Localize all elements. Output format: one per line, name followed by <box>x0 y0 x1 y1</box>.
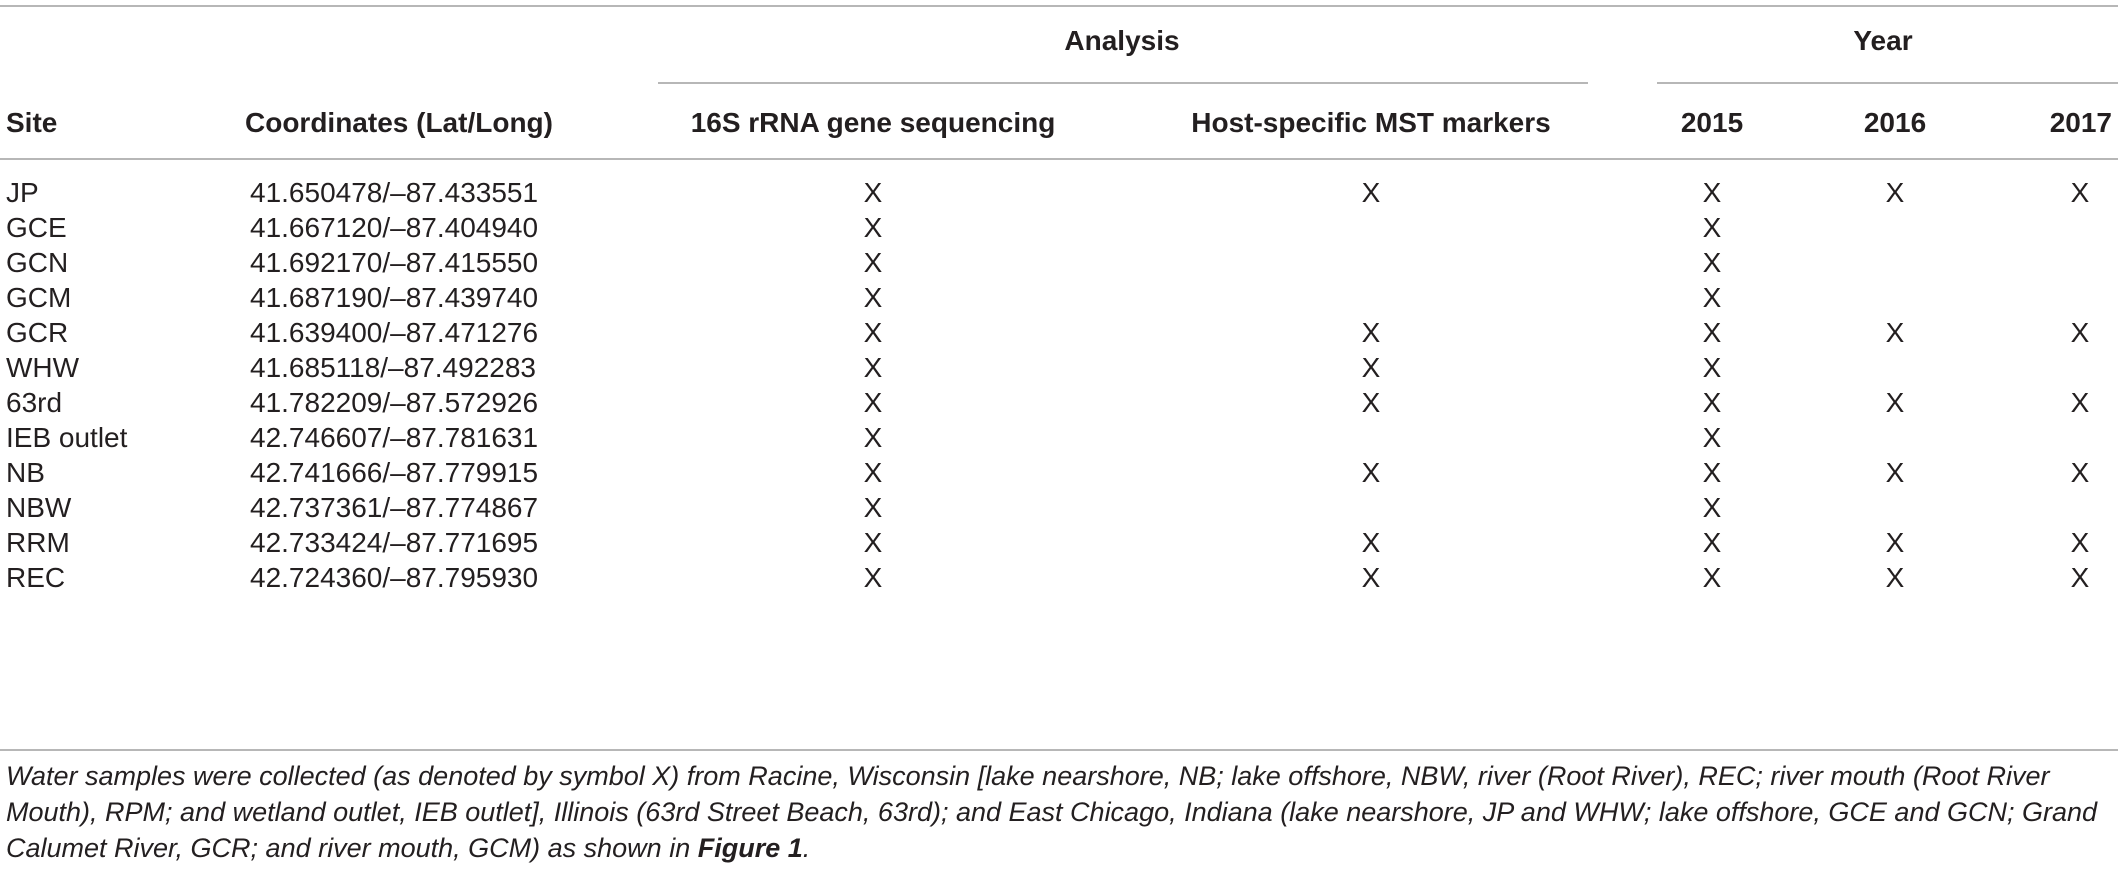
cell-16s-sequencing: X <box>863 212 883 243</box>
cell-site: REC <box>6 562 66 593</box>
cell-2017: X <box>2070 457 2090 488</box>
cell-2017: X <box>2070 527 2090 558</box>
cell-16s-sequencing: X <box>863 562 883 593</box>
cell-site: JP <box>6 177 39 208</box>
col-header-2016: 2016 <box>1863 107 1927 138</box>
cell-site: GCN <box>6 247 69 278</box>
cell-mst-markers: X <box>1361 177 1381 208</box>
cell-mst-markers: X <box>1361 527 1381 558</box>
cell-site: GCM <box>6 282 72 313</box>
cell-coordinates: 41.782209/–87.572926 <box>250 387 539 418</box>
cell-2015: X <box>1702 317 1722 348</box>
cell-16s-sequencing: X <box>863 352 883 383</box>
cell-2015: X <box>1702 282 1722 313</box>
col-header-16s-sequencing: 16S rRNA gene sequencing <box>690 107 1056 138</box>
cell-16s-sequencing: X <box>863 177 883 208</box>
year-group-rule <box>1657 82 2118 84</box>
cell-2015: X <box>1702 352 1722 383</box>
cell-2015: X <box>1702 492 1722 523</box>
cell-mst-markers: X <box>1361 387 1381 418</box>
cell-2016: X <box>1885 177 1905 208</box>
year-group-header: Year <box>1853 25 1913 56</box>
cell-2015: X <box>1702 212 1722 243</box>
header-bottom-rule <box>0 158 2118 160</box>
footnote-end: . <box>802 833 811 863</box>
col-header-site: Site <box>6 107 58 138</box>
cell-site: 63rd <box>6 387 63 418</box>
cell-coordinates: 41.639400/–87.471276 <box>250 317 539 348</box>
cell-16s-sequencing: X <box>863 457 883 488</box>
cell-site: RRM <box>6 527 70 558</box>
cell-2016: X <box>1885 527 1905 558</box>
cell-2016: X <box>1885 317 1905 348</box>
cell-site: NB <box>6 457 45 488</box>
cell-2017: X <box>2070 317 2090 348</box>
cell-2015: X <box>1702 422 1722 453</box>
footnote-text: Water samples were collected (as denoted… <box>6 761 2098 863</box>
col-header-mst-markers: Host-specific MST markers <box>1191 107 1551 138</box>
cell-16s-sequencing: X <box>863 527 883 558</box>
cell-16s-sequencing: X <box>863 387 883 418</box>
table-footnote: Water samples were collected (as denoted… <box>6 758 2114 866</box>
cell-site: NBW <box>6 492 72 523</box>
cell-2017: X <box>2070 562 2090 593</box>
analysis-group-header: Analysis <box>1064 25 1180 56</box>
cell-site: GCR <box>6 317 69 348</box>
table-bottom-rule <box>0 749 2118 751</box>
cell-2015: X <box>1702 387 1722 418</box>
cell-coordinates: 42.733424/–87.771695 <box>250 527 539 558</box>
cell-2016: X <box>1885 457 1905 488</box>
analysis-group-rule <box>658 82 1588 84</box>
cell-16s-sequencing: X <box>863 422 883 453</box>
col-header-2015: 2015 <box>1680 107 1744 138</box>
cell-2016: X <box>1885 387 1905 418</box>
cell-2017: X <box>2070 177 2090 208</box>
cell-16s-sequencing: X <box>863 317 883 348</box>
figure-reference: Figure 1 <box>697 833 803 863</box>
cell-coordinates: 41.650478/–87.433551 <box>250 177 539 208</box>
cell-site: IEB outlet <box>6 422 128 453</box>
cell-coordinates: 42.724360/–87.795930 <box>250 562 539 593</box>
cell-mst-markers: X <box>1361 562 1381 593</box>
col-header-2017: 2017 <box>2049 107 2112 138</box>
cell-2015: X <box>1702 527 1722 558</box>
cell-mst-markers: X <box>1361 352 1381 383</box>
cell-2015: X <box>1702 247 1722 278</box>
cell-mst-markers: X <box>1361 457 1381 488</box>
cell-mst-markers: X <box>1361 317 1381 348</box>
cell-coordinates: 42.741666/–87.779915 <box>250 457 539 488</box>
cell-coordinates: 41.685118/–87.492283 <box>250 352 536 383</box>
cell-site: GCE <box>6 212 67 243</box>
top-rule <box>0 5 2118 7</box>
cell-coordinates: 41.687190/–87.439740 <box>250 282 539 313</box>
cell-2015: X <box>1702 562 1722 593</box>
cell-coordinates: 41.667120/–87.404940 <box>250 212 539 243</box>
col-header-coordinates: Coordinates (Lat/Long) <box>245 107 553 138</box>
cell-2016: X <box>1885 562 1905 593</box>
cell-2017: X <box>2070 387 2090 418</box>
cell-2015: X <box>1702 177 1722 208</box>
cell-coordinates: 42.746607/–87.781631 <box>250 422 539 453</box>
cell-16s-sequencing: X <box>863 282 883 313</box>
cell-16s-sequencing: X <box>863 492 883 523</box>
cell-coordinates: 42.737361/–87.774867 <box>250 492 539 523</box>
cell-site: WHW <box>6 352 80 383</box>
cell-coordinates: 41.692170/–87.415550 <box>250 247 539 278</box>
cell-2015: X <box>1702 457 1722 488</box>
cell-16s-sequencing: X <box>863 247 883 278</box>
